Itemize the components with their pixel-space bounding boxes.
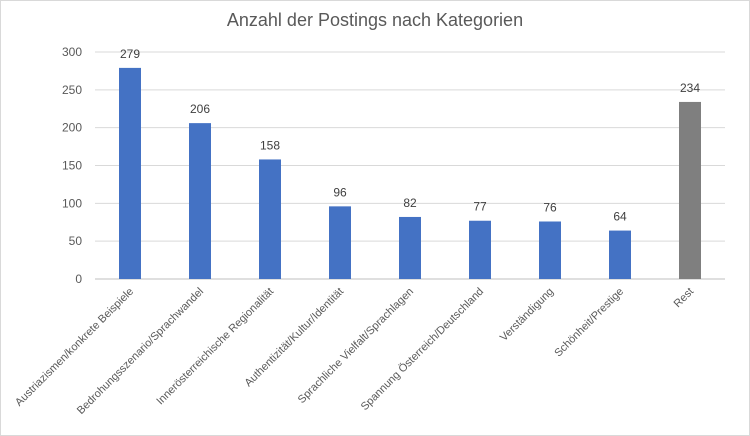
data-label: 234	[680, 81, 700, 95]
y-tick-label: 0	[75, 272, 82, 286]
bar	[259, 159, 281, 279]
x-tick-label: Bedrohungsszenario/Sprachwandel	[75, 286, 206, 417]
data-label: 82	[403, 196, 417, 210]
x-tick-label: Austriazismen/konkrete Beispiele	[13, 286, 136, 409]
y-axis: 0 50 100 150 200 250 300	[62, 45, 82, 286]
x-axis: Austriazismen/konkrete BeispieleBedrohun…	[13, 286, 696, 417]
bar	[329, 206, 351, 279]
data-label: 158	[260, 138, 280, 152]
bar	[189, 123, 211, 279]
bars	[119, 67, 701, 279]
bar	[539, 221, 561, 279]
data-label: 279	[120, 47, 140, 61]
y-tick-label: 250	[62, 83, 82, 97]
data-label: 206	[190, 102, 210, 116]
bar	[469, 220, 491, 279]
y-tick-label: 100	[62, 196, 82, 210]
y-tick-label: 150	[62, 159, 82, 173]
bar	[399, 216, 421, 279]
data-label: 64	[613, 210, 627, 224]
chart-title: Anzahl der Postings nach Kategorien	[226, 10, 524, 30]
x-tick-label: Sprachliche Vielfalt/Sprachlagen	[296, 286, 416, 406]
bar	[679, 101, 701, 279]
y-tick-label: 50	[69, 234, 83, 248]
data-labels: 279 206 158 96 82 77 76 64 234	[120, 47, 700, 224]
data-label: 96	[333, 185, 347, 199]
data-label: 76	[543, 200, 557, 214]
bar	[119, 67, 141, 279]
x-tick-label: Rest	[672, 286, 696, 310]
y-tick-label: 300	[62, 45, 82, 59]
bar	[609, 230, 631, 279]
x-tick-label: Verständigung	[498, 286, 556, 344]
y-tick-label: 200	[62, 121, 82, 135]
x-tick-label: Spannung Österreich/Deutschland	[359, 286, 486, 413]
x-tick-label: Innerösterreichische Regionalität	[154, 286, 276, 408]
x-tick-label: Schönheit/Prestige	[552, 286, 626, 360]
data-label: 77	[473, 200, 487, 214]
